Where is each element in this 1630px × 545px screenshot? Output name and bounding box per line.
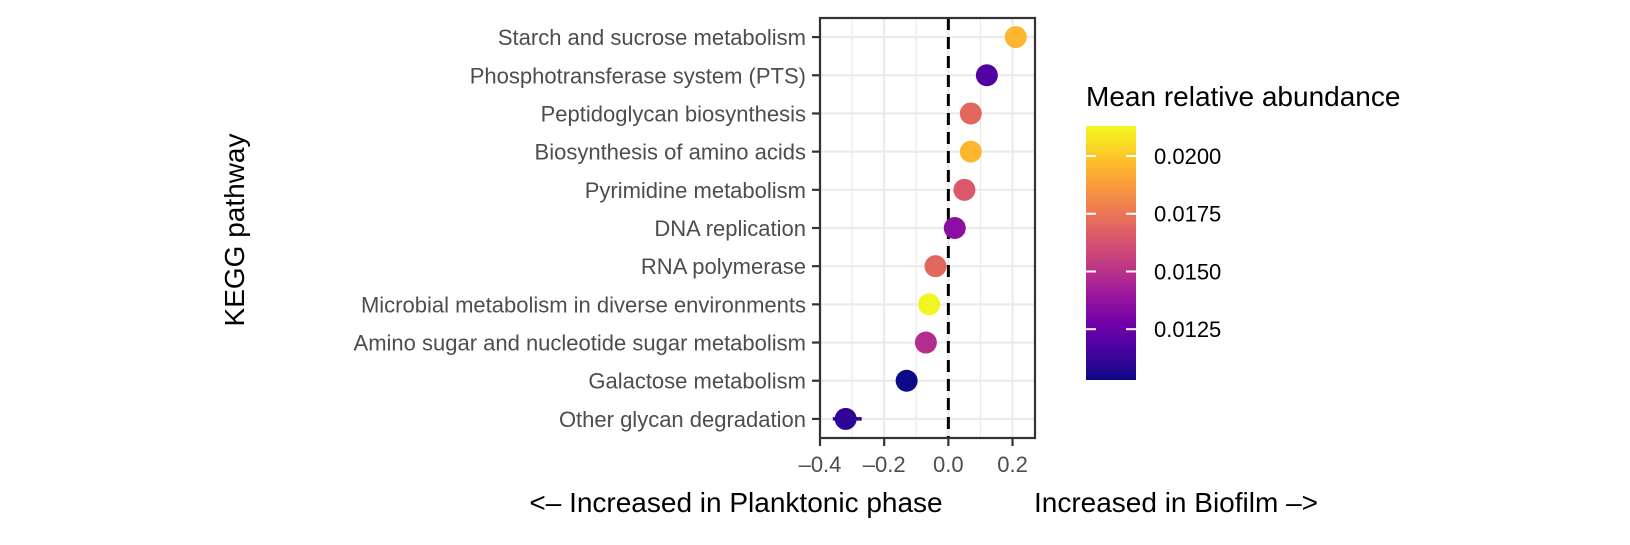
y-axis-title: KEGG pathway xyxy=(219,134,250,327)
legend-colorbar xyxy=(1086,126,1136,380)
y-tick-label: Biosynthesis of amino acids xyxy=(535,140,806,165)
data-point xyxy=(959,102,982,125)
data-point xyxy=(914,331,937,354)
y-tick-label: Microbial metabolism in diverse environm… xyxy=(361,292,806,317)
legend-title: Mean relative abundance xyxy=(1086,81,1400,112)
y-tick-label: DNA replication xyxy=(654,216,806,241)
y-tick-label: Peptidoglycan biosynthesis xyxy=(541,101,806,126)
legend-tick-label: 0.0150 xyxy=(1154,259,1221,284)
y-tick-label: RNA polymerase xyxy=(641,254,806,279)
y-tick-label: Other glycan degradation xyxy=(559,407,806,432)
x-axis-title-left: <– Increased in Planktonic phase xyxy=(529,487,942,518)
data-point xyxy=(834,407,857,430)
data-point xyxy=(1004,26,1027,49)
y-tick-label: Starch and sucrose metabolism xyxy=(498,25,806,50)
data-point xyxy=(959,140,982,163)
x-tick-label: –0.2 xyxy=(863,452,906,477)
legend-tick-label: 0.0200 xyxy=(1154,144,1221,169)
y-tick-label: Pyrimidine metabolism xyxy=(585,178,806,203)
x-axis-title-right: Increased in Biofilm –> xyxy=(1034,487,1318,518)
legend-tick-label: 0.0125 xyxy=(1154,317,1221,342)
data-point xyxy=(975,64,998,87)
data-point xyxy=(918,293,941,316)
y-axis: Starch and sucrose metabolism Phosphotran… xyxy=(354,25,820,432)
y-tick-label: Amino sugar and nucleotide sugar metabol… xyxy=(354,331,806,356)
data-point xyxy=(943,217,966,239)
color-legend: Mean relative abundance 0.01250.01500.01… xyxy=(1086,81,1400,380)
x-tick-label: 0.0 xyxy=(933,452,964,477)
legend-tick-label: 0.0175 xyxy=(1154,202,1221,227)
y-tick-label: Phosphotransferase system (PTS) xyxy=(470,63,806,88)
data-point xyxy=(924,255,947,278)
data-point xyxy=(895,369,918,392)
x-axis: –0.4 –0.2 0.0 0.2 xyxy=(799,438,1028,477)
legend-ticks: 0.0125 0.0150 0.0175 0.0200 xyxy=(1086,144,1221,342)
x-tick-label: –0.4 xyxy=(799,452,842,477)
x-tick-label: 0.2 xyxy=(997,452,1028,477)
data-points xyxy=(834,26,1027,430)
data-point xyxy=(953,178,976,201)
y-tick-label: Galactose metabolism xyxy=(588,369,806,394)
